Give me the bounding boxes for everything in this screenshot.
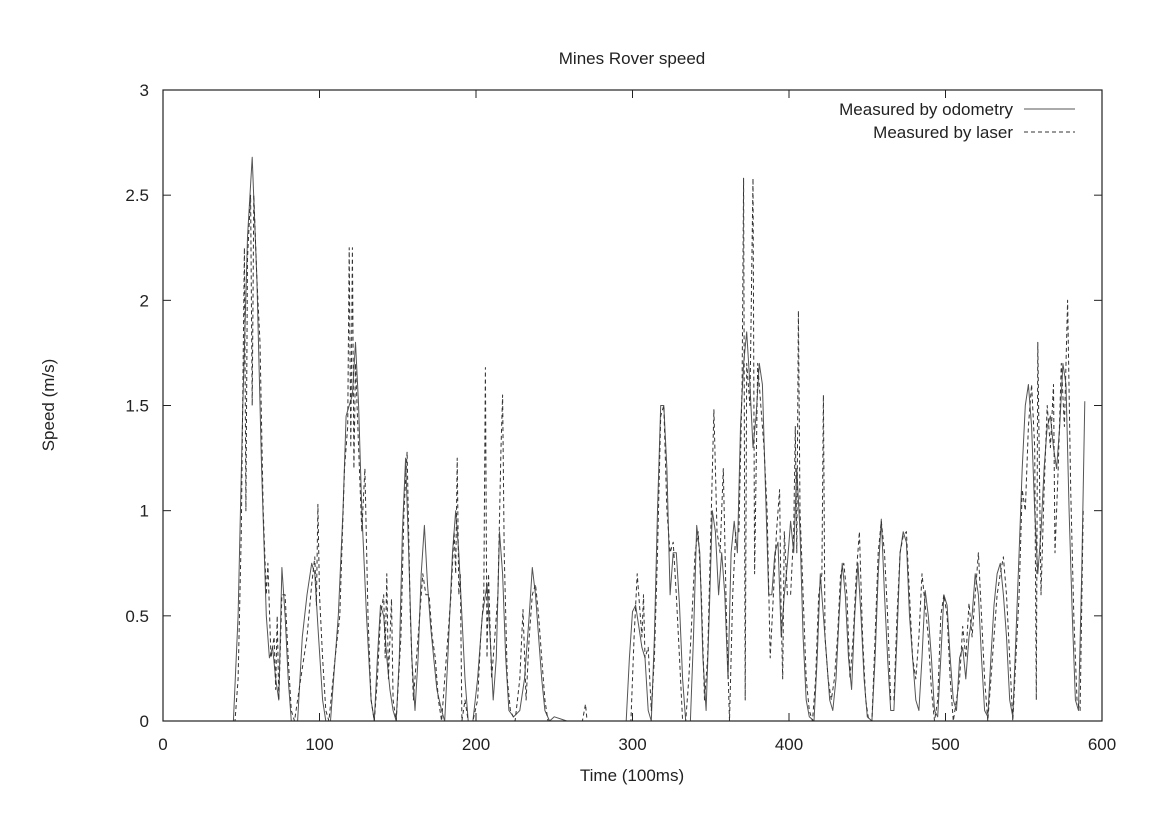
x-tick-label: 100: [305, 735, 333, 754]
y-tick-label: 0.5: [125, 607, 149, 626]
chart-title: Mines Rover speed: [559, 49, 705, 68]
y-axis-label: Speed (m/s): [39, 359, 58, 452]
x-axis-label: Time (100ms): [580, 766, 684, 785]
y-tick-label: 2: [140, 291, 149, 310]
x-tick-label: 200: [462, 735, 490, 754]
plot-frame: [162, 89, 1103, 722]
y-tick-label: 1.5: [125, 397, 149, 416]
legend-label-laser: Measured by laser: [873, 123, 1013, 142]
y-tick-label: 3: [140, 81, 149, 100]
series-group: [163, 156, 1086, 722]
x-tick-label: 500: [931, 735, 959, 754]
x-tick-label: 0: [158, 735, 167, 754]
y-tick-label: 1: [140, 502, 149, 521]
axis-ticks: 0 100 200 300 400 500 600 0 0.5 1 1.5 2 2.5 3: [125, 81, 1116, 754]
y-tick-label: 2.5: [125, 186, 149, 205]
series-line-laser: [163, 177, 1084, 722]
legend-label-odometry: Measured by odometry: [839, 100, 1013, 119]
x-tick-label: 400: [775, 735, 803, 754]
series-line-odometry: [163, 156, 1086, 722]
x-tick-label: 300: [618, 735, 646, 754]
legend: Measured by odometry Measured by laser: [839, 100, 1075, 142]
y-tick-label: 0: [140, 712, 149, 731]
x-tick-label: 600: [1088, 735, 1116, 754]
